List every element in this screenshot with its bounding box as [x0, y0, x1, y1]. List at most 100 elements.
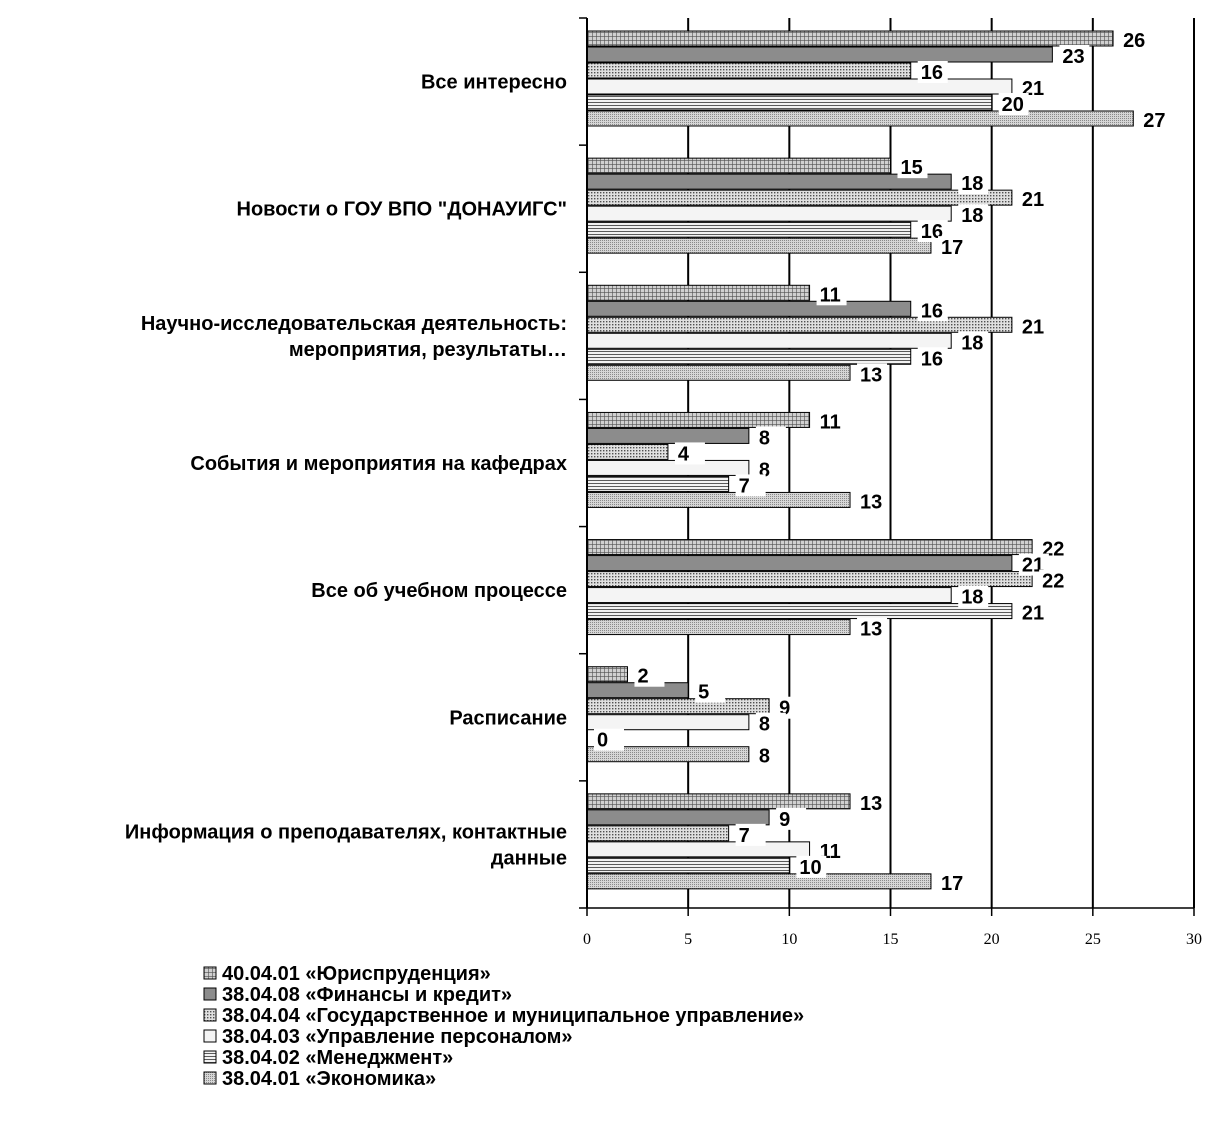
value-label-bg	[958, 204, 989, 227]
value-label-1-1: 18	[961, 173, 983, 195]
bar-1-1	[586, 173, 952, 190]
value-label-3-3: 8	[759, 459, 770, 481]
value-label-6-0: 13	[860, 793, 882, 815]
value-label-2-1: 16	[921, 300, 943, 322]
value-label-bg	[958, 585, 989, 608]
bar-5-3	[586, 714, 750, 731]
legend-entry-4: 38.04.02 «Менеджмент»	[222, 1047, 453, 1069]
value-label-bg	[1018, 188, 1049, 211]
bar-2-0	[586, 284, 811, 301]
value-label-bg	[917, 61, 948, 83]
value-label-3-1: 8	[759, 427, 770, 449]
value-label-6-5: 17	[941, 873, 963, 895]
value-label-1-0: 15	[901, 157, 923, 179]
value-label-0-4: 20	[1002, 94, 1024, 116]
legend-swatch-2	[203, 1008, 217, 1022]
bar-5-2	[586, 698, 770, 715]
value-label-4-5: 13	[860, 619, 882, 641]
value-label-0-0: 26	[1123, 30, 1145, 52]
value-label-bg	[755, 744, 786, 767]
value-label-bg	[674, 442, 705, 465]
value-label-bg	[958, 172, 989, 195]
value-label-6-2: 7	[739, 825, 750, 847]
bar-1-3	[586, 205, 952, 222]
value-label-1-2: 21	[1022, 189, 1044, 211]
category-label: Новости о ГОУ ВПО "ДОНАУИГС"	[237, 199, 567, 221]
value-label-1-4: 16	[921, 221, 943, 243]
bar-3-5	[586, 491, 851, 508]
value-label-bg	[917, 347, 948, 370]
value-label-2-5: 13	[860, 364, 882, 386]
value-label-bg	[958, 331, 989, 354]
value-label-bg	[594, 728, 624, 751]
x-tick-label-0: 0	[583, 931, 591, 948]
bar-4-4	[586, 603, 1013, 620]
value-label-0-5: 27	[1143, 110, 1165, 132]
bar-4-1	[586, 555, 1013, 572]
category-label: Все об учебном процессе	[311, 580, 567, 602]
bar-3-3	[586, 459, 750, 476]
value-label-bg	[857, 363, 888, 386]
value-label-5-4: 0	[597, 730, 608, 752]
value-label-bg	[1018, 601, 1049, 624]
legend-entry-2: 38.04.04 «Государственное и муниципально…	[222, 1005, 804, 1027]
bar-1-2	[586, 189, 1013, 206]
bar-6-1	[586, 809, 770, 826]
value-label-bg	[917, 299, 948, 322]
bar-2-3	[586, 332, 952, 349]
value-label-3-5: 13	[860, 491, 882, 513]
value-label-2-2: 21	[1022, 316, 1044, 338]
category-label: Расписание	[449, 707, 567, 729]
category-label: События и мероприятия на кафедрах	[190, 453, 567, 475]
category-label: Информация о преподавателях, контактные	[125, 821, 567, 843]
value-label-3-0: 11	[820, 411, 841, 433]
value-label-1-5: 17	[941, 237, 963, 259]
value-label-2-4: 16	[921, 348, 943, 370]
value-label-4-2: 22	[1042, 571, 1064, 593]
bar-2-4	[586, 348, 912, 365]
value-label-bg	[755, 426, 786, 449]
legend-swatch-5	[203, 1071, 217, 1085]
category-label: Все интересно	[421, 72, 567, 94]
legend: 40.04.01 «Юриспруденция»38.04.08 «Финанс…	[203, 963, 804, 1090]
value-label-bg	[1140, 109, 1171, 131]
value-label-bg	[1039, 569, 1070, 592]
x-tick-label-25: 25	[1085, 931, 1101, 948]
value-label-bg	[816, 283, 847, 306]
value-label-bg	[755, 712, 786, 735]
bar-0-5	[586, 110, 1134, 127]
value-label-bg	[1018, 315, 1049, 338]
bar-4-0	[586, 539, 1033, 556]
value-label-bg	[937, 871, 968, 894]
bar-0-4	[586, 94, 993, 111]
value-label-4-1: 21	[1022, 555, 1044, 577]
value-label-5-5: 8	[759, 746, 770, 768]
legend-swatch-3	[203, 1029, 217, 1043]
bar-0-3	[586, 78, 1013, 95]
x-tick-label-20: 20	[984, 931, 1000, 948]
value-label-bg	[776, 807, 807, 830]
x-tick-label-10: 10	[781, 931, 797, 948]
legend-entry-3: 38.04.03 «Управление персоналом»	[222, 1026, 573, 1048]
value-label-bg	[735, 823, 766, 846]
bar-3-2	[586, 443, 669, 460]
legend-entry-1: 38.04.08 «Финансы и кредит»	[222, 984, 512, 1006]
value-label-bg	[857, 617, 888, 640]
bar-0-1	[586, 46, 1053, 63]
value-label-bg	[857, 490, 888, 513]
value-label-1-3: 18	[961, 205, 983, 227]
value-label-bg	[695, 680, 726, 703]
value-label-2-3: 18	[961, 332, 983, 354]
value-label-bg	[857, 791, 888, 814]
category-label: данные	[491, 847, 567, 869]
value-label-bg	[634, 664, 665, 687]
value-label-bg	[1120, 29, 1151, 51]
legend-swatch-4	[203, 1050, 217, 1064]
category-label: Научно-исследовательская деятельность:	[141, 313, 567, 335]
value-label-2-0: 11	[820, 284, 841, 306]
bar-4-5	[586, 619, 851, 636]
value-label-bg	[735, 474, 766, 497]
bar-2-2	[586, 316, 1013, 333]
bar-0-0	[586, 30, 1114, 47]
